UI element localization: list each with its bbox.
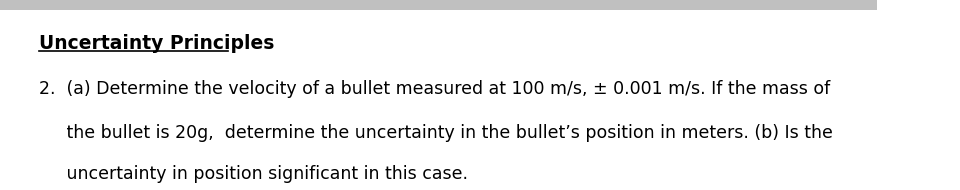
- Text: uncertainty in position significant in this case.: uncertainty in position significant in t…: [39, 165, 468, 183]
- FancyBboxPatch shape: [0, 0, 876, 10]
- Text: the bullet is 20g,  determine the uncertainty in the bullet’s position in meters: the bullet is 20g, determine the uncerta…: [39, 124, 833, 142]
- Text: Uncertainty Principles: Uncertainty Principles: [39, 34, 275, 53]
- Text: 2.  (a) Determine the velocity of a bullet measured at 100 m/s, ± 0.001 m/s. If : 2. (a) Determine the velocity of a bulle…: [39, 80, 830, 98]
